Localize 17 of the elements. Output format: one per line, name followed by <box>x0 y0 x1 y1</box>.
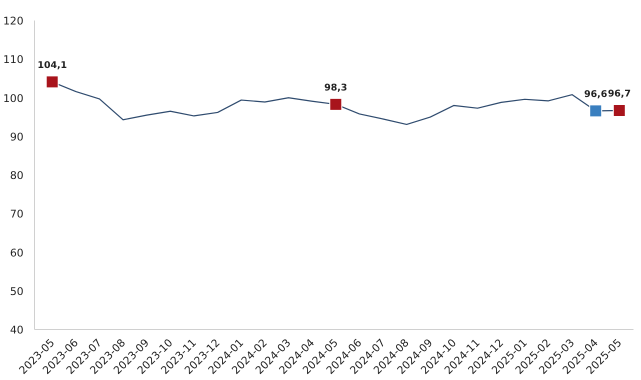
data-label: 98,3 <box>324 82 348 94</box>
y-tick-label: 70 <box>10 208 24 221</box>
y-tick-label: 60 <box>10 246 24 260</box>
y-tick-label: 80 <box>10 169 24 182</box>
data-label: 96,7 <box>608 88 631 100</box>
data-label: 104,1 <box>37 60 67 71</box>
y-tick-label: 100 <box>3 92 24 105</box>
data-label: 96,6 <box>584 88 608 100</box>
point <box>329 98 342 111</box>
point <box>589 104 602 118</box>
y-tick-label: 90 <box>10 130 24 144</box>
point <box>46 75 59 88</box>
point <box>612 104 626 117</box>
y-tick-label: 40 <box>10 324 24 336</box>
y-tick-label: 110 <box>3 53 24 66</box>
y-tick-label: 50 <box>10 284 24 298</box>
y-tick-label: 120 <box>3 14 24 28</box>
